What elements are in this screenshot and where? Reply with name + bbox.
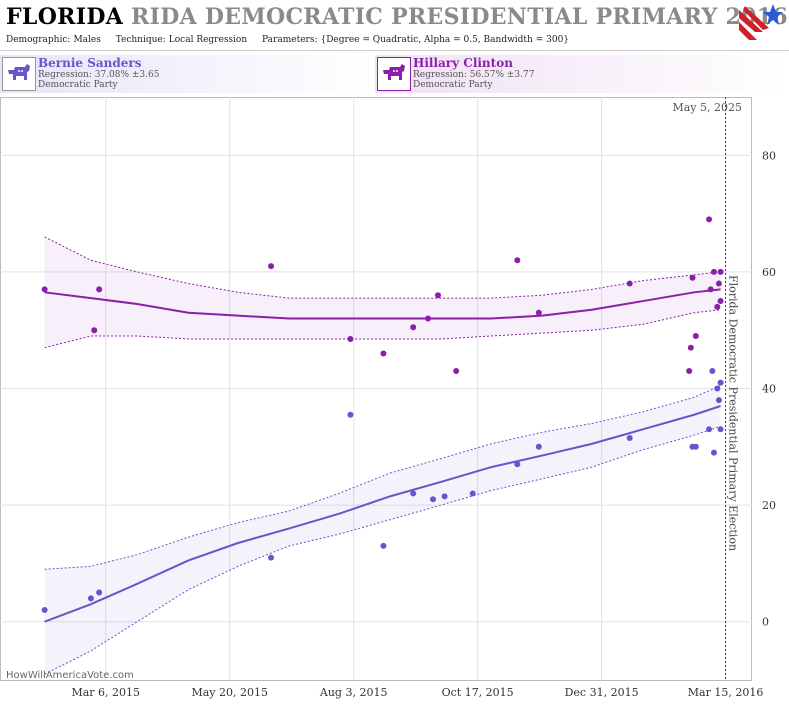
regression-chart: 0 20 40 60 80 Mar 6, 2015 May 20, 2015 Aug 3, 2… — [0, 97, 776, 699]
demographic-value: Males — [73, 35, 101, 45]
sanders-upper-bound — [44, 385, 721, 570]
clinton-poll-point — [380, 350, 387, 357]
clinton-upper-bound — [44, 236, 721, 299]
candidates-bar: Bernie Sanders Regression: 37.08% ±3.65 … — [0, 55, 789, 95]
election-label: Florida Democratic Presidential Primary … — [727, 275, 740, 551]
candidate-name: Bernie Sanders — [38, 56, 142, 70]
confidence-bands — [44, 236, 721, 675]
current-date-label: May 5, 2025 — [672, 101, 742, 114]
grid-layer — [0, 97, 752, 681]
site-logo-icon — [739, 4, 783, 40]
demographic-label: Demographic: — [6, 35, 71, 45]
candidate-party: Democratic Party — [413, 80, 493, 90]
clinton-poll-point — [710, 268, 717, 275]
clinton-poll-point — [706, 216, 713, 223]
candidate-clinton: Hillary Clinton Regression: 56.57% ±3.77… — [375, 55, 789, 93]
sanders-poll-point — [380, 542, 387, 549]
technique-value: Local Regression — [168, 35, 248, 45]
clinton-poll-point — [686, 368, 693, 375]
sanders-poll-point — [347, 411, 354, 418]
clinton-poll-point — [91, 327, 98, 334]
clinton-poll-point — [268, 263, 275, 270]
sanders-poll-point — [626, 435, 633, 442]
parameters-value: {Degree = Quadratic, Alpha = 0.5, Bandwi… — [320, 35, 570, 45]
technique-label: Technique: — [115, 35, 166, 45]
clinton-poll-point — [434, 292, 441, 299]
sanders-poll-point — [535, 443, 542, 450]
axes: 0 20 40 60 80 Mar 6, 2015 May 20, 2015 Aug 3, 2… — [71, 97, 776, 699]
sanders-poll-point — [710, 449, 717, 456]
watermark: HowWillAmericaVote.com — [6, 670, 134, 681]
candidate-sanders: Bernie Sanders Regression: 37.08% ±3.65 … — [0, 55, 375, 93]
clinton-poll-point — [717, 298, 724, 305]
clinton-poll-point — [692, 333, 699, 340]
x-tick-label: Oct 17, 2015 — [442, 686, 514, 699]
clinton-regression-line — [44, 288, 721, 320]
clinton-poll-point — [410, 324, 417, 331]
y-tick-label: 60 — [762, 266, 776, 279]
parameters-label: Parameters: — [262, 35, 318, 45]
parameters-line: Demographic: Males Technique: Local Regres… — [6, 35, 581, 45]
sanders-poll-point — [692, 443, 699, 450]
sanders-poll-point — [514, 461, 521, 468]
clinton-poll-point — [347, 335, 354, 342]
sanders-poll-point — [714, 385, 721, 392]
sanders-confidence-band — [44, 385, 721, 675]
clinton-confidence-band — [44, 236, 721, 348]
candidate-regression: Regression: 37.08% ±3.65 — [38, 70, 160, 80]
y-tick-label: 0 — [762, 616, 769, 629]
clinton-poll-point — [717, 268, 724, 275]
candidate-party: Democratic Party — [38, 80, 118, 90]
sanders-poll-point — [717, 379, 724, 386]
candidate-regression: Regression: 56.57% ±3.77 — [413, 70, 535, 80]
sanders-poll-point — [41, 607, 48, 614]
sanders-poll-point — [715, 397, 722, 404]
clinton-poll-point — [687, 344, 694, 351]
x-tick-label: Aug 3, 2015 — [319, 686, 388, 699]
page-header: FLORIDA RIDA DEMOCRATIC PRESIDENTIAL PRI… — [0, 0, 789, 51]
title-rest: RIDA DEMOCRATIC PRESIDENTIAL PRIMARY 201… — [131, 4, 788, 30]
clinton-poll-point — [96, 286, 103, 293]
parameters-info: Parameters: {Degree = Quadratic, Alpha = … — [262, 35, 569, 45]
x-tick-label: Mar 15, 2016 — [688, 686, 764, 699]
poll-points — [41, 216, 724, 614]
clinton-poll-point — [514, 257, 521, 264]
title-state: FLORIDA — [6, 4, 124, 30]
clinton-poll-point — [689, 274, 696, 281]
y-tick-label: 80 — [762, 149, 776, 162]
clinton-poll-point — [453, 368, 460, 375]
sanders-poll-point — [706, 426, 713, 433]
regression-lines — [44, 288, 721, 623]
x-tick-label: Dec 31, 2015 — [565, 686, 639, 699]
sanders-poll-point — [441, 493, 448, 500]
y-tick-label: 20 — [762, 499, 776, 512]
candidate-name: Hillary Clinton — [413, 56, 513, 70]
clinton-poll-point — [626, 280, 633, 287]
sanders-poll-point — [709, 368, 716, 375]
democrat-donkey-icon — [2, 57, 36, 91]
sanders-poll-point — [717, 426, 724, 433]
democrat-donkey-icon — [377, 57, 411, 91]
sanders-poll-point — [469, 490, 476, 497]
sanders-poll-point — [430, 496, 437, 503]
demographic-info: Demographic: Males — [6, 35, 101, 45]
x-tick-label: May 20, 2015 — [191, 686, 268, 699]
clinton-poll-point — [714, 303, 721, 310]
x-tick-label: Mar 6, 2015 — [71, 686, 140, 699]
y-tick-label: 40 — [762, 383, 776, 396]
sanders-poll-point — [268, 554, 275, 561]
clinton-poll-point — [715, 280, 722, 287]
sanders-poll-point — [87, 595, 94, 602]
clinton-poll-point — [425, 315, 432, 322]
clinton-poll-point — [707, 286, 714, 293]
technique-info: Technique: Local Regression — [116, 35, 247, 45]
sanders-regression-line — [44, 405, 721, 623]
clinton-poll-point — [535, 309, 542, 316]
sanders-lower-bound — [44, 425, 721, 675]
clinton-poll-point — [41, 286, 48, 293]
sanders-poll-point — [96, 589, 103, 596]
sanders-poll-point — [410, 490, 417, 497]
page-title: FLORIDA RIDA DEMOCRATIC PRESIDENTIAL PRI… — [6, 4, 788, 30]
